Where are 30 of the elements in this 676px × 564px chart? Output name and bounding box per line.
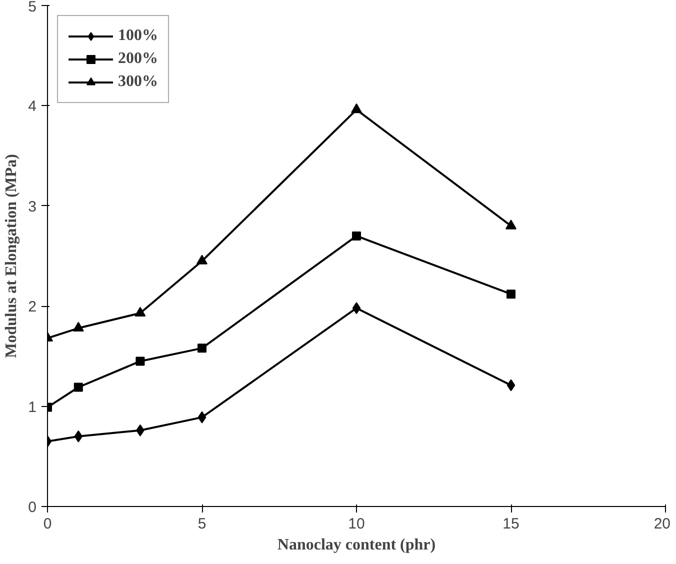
point [198, 411, 206, 424]
point [352, 302, 361, 314]
y-axis-title: Modulus at Elongation (MPa) [3, 154, 20, 358]
point [198, 344, 206, 353]
point [506, 220, 516, 230]
point [72, 322, 84, 332]
point [74, 382, 83, 392]
point [506, 290, 516, 299]
y-tick-label: 5 [28, 0, 36, 16]
x-axis-title: Nanoclay content (phr) [277, 536, 436, 554]
legend-label: 200% [118, 50, 158, 68]
x-tick-label: 20 [654, 516, 671, 532]
x-tick-label: 10 [348, 516, 365, 532]
point [196, 254, 208, 264]
x-tick-label: 5 [198, 516, 206, 532]
x-tick-label: 15 [502, 516, 520, 532]
point [351, 103, 362, 114]
y-tick-label: 1 [28, 398, 36, 416]
point [134, 306, 146, 316]
y-tick-label: 0 [28, 499, 36, 516]
y-tick-label: 4 [28, 98, 36, 116]
point [506, 379, 516, 392]
y-tick-label: 2 [28, 298, 36, 316]
legend-label: 300% [118, 73, 158, 91]
x-tick-label: 0 [43, 516, 52, 532]
point [352, 231, 361, 240]
y-tick-label: 3 [28, 198, 36, 216]
legend-label: 100% [118, 27, 158, 45]
point [136, 356, 145, 366]
point [74, 430, 83, 442]
